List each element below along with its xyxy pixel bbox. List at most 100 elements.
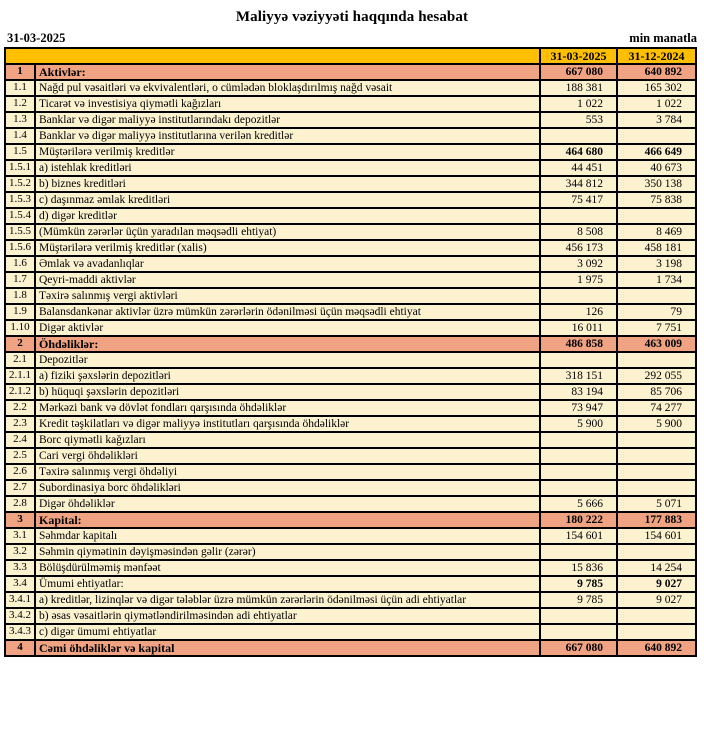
row-label: (Mümkün zərərlər üçün yaradılan məqsədli… bbox=[34, 223, 541, 241]
table-row: 2.4 Borc qiymətli kağızları bbox=[4, 431, 697, 449]
row-label: a) fiziki şəxslərin depozitləri bbox=[34, 367, 541, 385]
table-row: 3.4.3 c) digər ümumi ehtiyatlar bbox=[4, 623, 697, 641]
row-value-previous: 79 bbox=[616, 303, 697, 321]
row-value-current: 667 080 bbox=[539, 639, 618, 657]
row-label: Kapital: bbox=[34, 511, 541, 529]
row-number: 3.2 bbox=[4, 543, 36, 561]
table-row: 2.1 Depozitlər bbox=[4, 351, 697, 369]
row-value-previous: 40 673 bbox=[616, 159, 697, 177]
row-number: 1.5 bbox=[4, 143, 36, 161]
table-row: 2.5 Cari vergi öhdəlikləri bbox=[4, 447, 697, 465]
table-row: 2.6 Təxirə salınmış vergi öhdəliyi bbox=[4, 463, 697, 481]
row-label: Balansdankənar aktivlər üzrə mümkün zərə… bbox=[34, 303, 541, 321]
row-number: 1.5.1 bbox=[4, 159, 36, 177]
row-number: 2.3 bbox=[4, 415, 36, 433]
row-value-previous: 75 838 bbox=[616, 191, 697, 209]
row-value-previous: 8 469 bbox=[616, 223, 697, 241]
row-value-current: 75 417 bbox=[539, 191, 618, 209]
row-number: 2.5 bbox=[4, 447, 36, 465]
row-value-current bbox=[539, 351, 618, 369]
row-value-current: 15 836 bbox=[539, 559, 618, 577]
row-label: Banklar və digər maliyyə institutlarına … bbox=[34, 127, 541, 145]
table-row: 1.5.1 a) istehlak kreditləri 44 451 40 6… bbox=[4, 159, 697, 177]
row-number: 3.3 bbox=[4, 559, 36, 577]
row-value-previous: 1 734 bbox=[616, 271, 697, 289]
row-number: 1.7 bbox=[4, 271, 36, 289]
row-label: b) hüquqi şəxslərin depozitləri bbox=[34, 383, 541, 401]
table-row: 3.4 Ümumi ehtiyatlar: 9 785 9 027 bbox=[4, 575, 697, 593]
table-row: 1.5.5 (Mümkün zərərlər üçün yaradılan mə… bbox=[4, 223, 697, 241]
row-value-previous bbox=[616, 207, 697, 225]
row-label: b) biznes kreditləri bbox=[34, 175, 541, 193]
row-value-current bbox=[539, 607, 618, 625]
table-row: 2.7 Subordinasiya borc öhdəlikləri bbox=[4, 479, 697, 497]
row-value-current: 8 508 bbox=[539, 223, 618, 241]
row-label: b) əsas vəsaitlərin qiymətləndirilməsind… bbox=[34, 607, 541, 625]
table-header-row: 31-03-2025 31-12-2024 bbox=[4, 47, 697, 65]
row-number: 2.1 bbox=[4, 351, 36, 369]
table-row: 1.5.6 Müştərilərə verilmiş kreditlər (xa… bbox=[4, 239, 697, 257]
row-number: 1.10 bbox=[4, 319, 36, 337]
header-previous-period: 31-12-2024 bbox=[616, 47, 697, 65]
row-value-previous: 3 784 bbox=[616, 111, 697, 129]
row-label: Əmlak və avadanlıqlar bbox=[34, 255, 541, 273]
row-value-previous: 9 027 bbox=[616, 575, 697, 593]
row-number: 1.1 bbox=[4, 79, 36, 97]
row-value-current: 5 666 bbox=[539, 495, 618, 513]
table-row: 3.2 Səhmin qiymətinin dəyişməsindən gəli… bbox=[4, 543, 697, 561]
row-label: Borc qiymətli kağızları bbox=[34, 431, 541, 449]
table-row: 4 Cəmi öhdəliklər və kapital 667 080 640… bbox=[4, 639, 697, 657]
row-value-previous bbox=[616, 447, 697, 465]
row-value-current bbox=[539, 623, 618, 641]
row-number: 2.1.1 bbox=[4, 367, 36, 385]
row-value-current: 1 975 bbox=[539, 271, 618, 289]
row-number: 2.6 bbox=[4, 463, 36, 481]
row-number: 2 bbox=[4, 335, 36, 353]
table-row: 2.1.2 b) hüquqi şəxslərin depozitləri 83… bbox=[4, 383, 697, 401]
row-number: 3.4.3 bbox=[4, 623, 36, 641]
row-number: 1.5.4 bbox=[4, 207, 36, 225]
table-row: 1.5 Müştərilərə verilmiş kreditlər 464 6… bbox=[4, 143, 697, 161]
row-value-current: 1 022 bbox=[539, 95, 618, 113]
row-label: Qeyri-maddi aktivlər bbox=[34, 271, 541, 289]
table-row: 1.4 Banklar və digər maliyyə institutlar… bbox=[4, 127, 697, 145]
row-label: Ticarət və investisiya qiymətli kağızlar… bbox=[34, 95, 541, 113]
row-value-current bbox=[539, 463, 618, 481]
row-value-previous bbox=[616, 479, 697, 497]
row-label: Depozitlər bbox=[34, 351, 541, 369]
table-row: 2.8 Digər öhdəliklər 5 666 5 071 bbox=[4, 495, 697, 513]
row-number: 3 bbox=[4, 511, 36, 529]
row-label: c) digər ümumi ehtiyatlar bbox=[34, 623, 541, 641]
row-number: 1.2 bbox=[4, 95, 36, 113]
row-value-previous: 463 009 bbox=[616, 335, 697, 353]
header-empty-cell bbox=[4, 47, 541, 65]
row-label: Digər öhdəliklər bbox=[34, 495, 541, 513]
row-value-current: 83 194 bbox=[539, 383, 618, 401]
row-value-previous: 5 900 bbox=[616, 415, 697, 433]
row-value-current: 486 858 bbox=[539, 335, 618, 353]
row-number: 2.1.2 bbox=[4, 383, 36, 401]
row-value-previous: 292 055 bbox=[616, 367, 697, 385]
table-row: 1.6 Əmlak və avadanlıqlar 3 092 3 198 bbox=[4, 255, 697, 273]
row-value-previous: 640 892 bbox=[616, 639, 697, 657]
table-row: 1 Aktivlər: 667 080 640 892 bbox=[4, 63, 697, 81]
row-number: 1.5.5 bbox=[4, 223, 36, 241]
unit-label: min manatla bbox=[629, 31, 697, 45]
row-value-current: 154 601 bbox=[539, 527, 618, 545]
row-label: Müştərilərə verilmiş kreditlər bbox=[34, 143, 541, 161]
row-label: Səhmdar kapitalı bbox=[34, 527, 541, 545]
row-value-previous bbox=[616, 543, 697, 561]
row-value-previous: 458 181 bbox=[616, 239, 697, 257]
row-value-current: 667 080 bbox=[539, 63, 618, 81]
row-value-current bbox=[539, 207, 618, 225]
table-row: 1.9 Balansdankənar aktivlər üzrə mümkün … bbox=[4, 303, 697, 321]
row-value-previous bbox=[616, 623, 697, 641]
row-value-current: 73 947 bbox=[539, 399, 618, 417]
row-value-current: 318 151 bbox=[539, 367, 618, 385]
row-label: Təxirə salınmış vergi aktivləri bbox=[34, 287, 541, 305]
row-label: c) daşınmaz əmlak kreditləri bbox=[34, 191, 541, 209]
row-value-current bbox=[539, 479, 618, 497]
row-value-previous: 466 649 bbox=[616, 143, 697, 161]
row-value-previous: 177 883 bbox=[616, 511, 697, 529]
row-label: Səhmin qiymətinin dəyişməsindən gəlir (z… bbox=[34, 543, 541, 561]
